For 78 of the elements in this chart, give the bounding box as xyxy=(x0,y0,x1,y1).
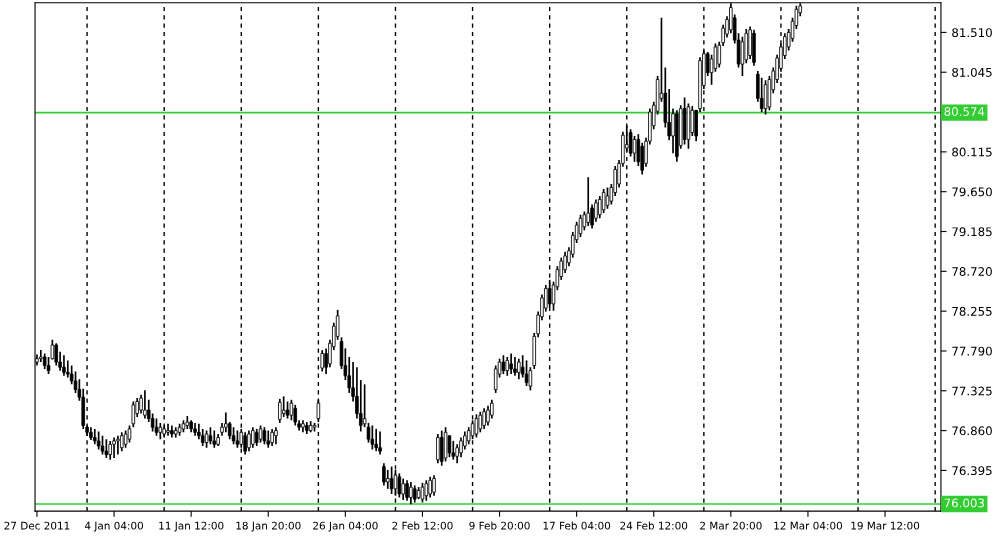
candlestick xyxy=(439,429,444,467)
candlestick xyxy=(424,479,429,502)
candlestick xyxy=(112,436,116,459)
x-tick-label: 2 Feb 12:00 xyxy=(392,521,453,530)
candlestick xyxy=(100,434,105,456)
y-tick-label: 77.325 xyxy=(952,386,992,396)
candlestick xyxy=(628,128,633,158)
x-tick-label: 2 Mar 20:00 xyxy=(700,521,762,530)
candlestick xyxy=(432,474,436,497)
candlestick xyxy=(409,481,413,506)
x-tick-label: 17 Feb 04:00 xyxy=(543,521,611,530)
candlestick xyxy=(293,404,298,427)
candlestick xyxy=(54,342,59,367)
candlestick xyxy=(397,472,402,499)
y-tick-label: 81.045 xyxy=(952,67,992,77)
candlestick xyxy=(428,476,432,499)
y-tick-label: 76.395 xyxy=(952,466,992,476)
ref-line-label: 80.574 xyxy=(944,107,985,116)
y-tick-label: 76.860 xyxy=(952,426,992,436)
candlestick xyxy=(486,404,490,427)
candlestick xyxy=(505,356,510,377)
candlestick xyxy=(247,429,251,452)
candlestick xyxy=(62,354,66,377)
x-tick-label: 12 Mar 04:00 xyxy=(774,521,843,530)
candlestick xyxy=(632,135,637,163)
x-tick-label: 18 Jan 20:00 xyxy=(236,521,301,532)
candlestick xyxy=(605,186,610,210)
candlestick xyxy=(482,407,486,430)
x-tick-label: 27 Dec 2011 xyxy=(4,521,70,530)
candlestick xyxy=(420,482,425,504)
candlestick xyxy=(166,422,170,437)
candlestick xyxy=(120,431,124,452)
x-tick-label: 9 Feb 20:00 xyxy=(469,521,530,530)
candlestick xyxy=(690,105,695,137)
candlestick xyxy=(385,469,390,490)
candlestick xyxy=(370,424,375,451)
candlestick xyxy=(281,395,286,418)
candlestick xyxy=(131,400,136,429)
y-tick-label: 78.255 xyxy=(952,306,992,316)
x-tick-label: 24 Feb 12:00 xyxy=(620,521,688,530)
y-tick-label: 79.185 xyxy=(952,227,992,237)
y-tick-label: 79.650 xyxy=(952,187,992,197)
candlestick xyxy=(578,213,583,238)
candlestick xyxy=(139,393,143,415)
candlestick xyxy=(586,176,590,227)
x-tick-label: 4 Jan 04:00 xyxy=(84,521,144,532)
candlestick xyxy=(478,410,483,434)
candlestick xyxy=(104,438,109,459)
candlestick xyxy=(513,356,517,377)
x-tick-label: 26 Jan 04:00 xyxy=(313,521,378,532)
y-tick-label: 78.720 xyxy=(952,267,992,276)
candlestick xyxy=(224,411,228,434)
y-tick-label: 80.115 xyxy=(952,147,992,157)
candlestick xyxy=(382,462,386,487)
candlestick xyxy=(601,188,606,214)
y-tick-label: 81.510 xyxy=(952,28,992,38)
candlestick xyxy=(366,422,371,444)
candlestick xyxy=(447,434,452,458)
x-tick-label: 11 Jan 12:00 xyxy=(159,521,224,532)
candlestick xyxy=(278,398,282,424)
candlestick xyxy=(108,440,112,461)
candlestick xyxy=(143,389,147,420)
candlestick xyxy=(251,426,255,449)
candlestick xyxy=(401,477,405,501)
candlestick xyxy=(39,349,43,363)
x-tick-label: 19 Mar 12:00 xyxy=(851,521,920,530)
candlestick xyxy=(374,428,378,452)
candlestick xyxy=(116,434,120,456)
candlestick xyxy=(436,433,440,464)
candlestick xyxy=(501,354,506,375)
candlestick xyxy=(517,357,521,381)
candlestick xyxy=(524,359,529,387)
candlestick xyxy=(289,398,294,422)
candlestick xyxy=(378,430,382,456)
ref-line-label: 76.003 xyxy=(944,498,985,508)
candlestick xyxy=(509,352,513,375)
candlestick xyxy=(405,479,409,502)
y-tick-label: 77.790 xyxy=(952,346,992,356)
